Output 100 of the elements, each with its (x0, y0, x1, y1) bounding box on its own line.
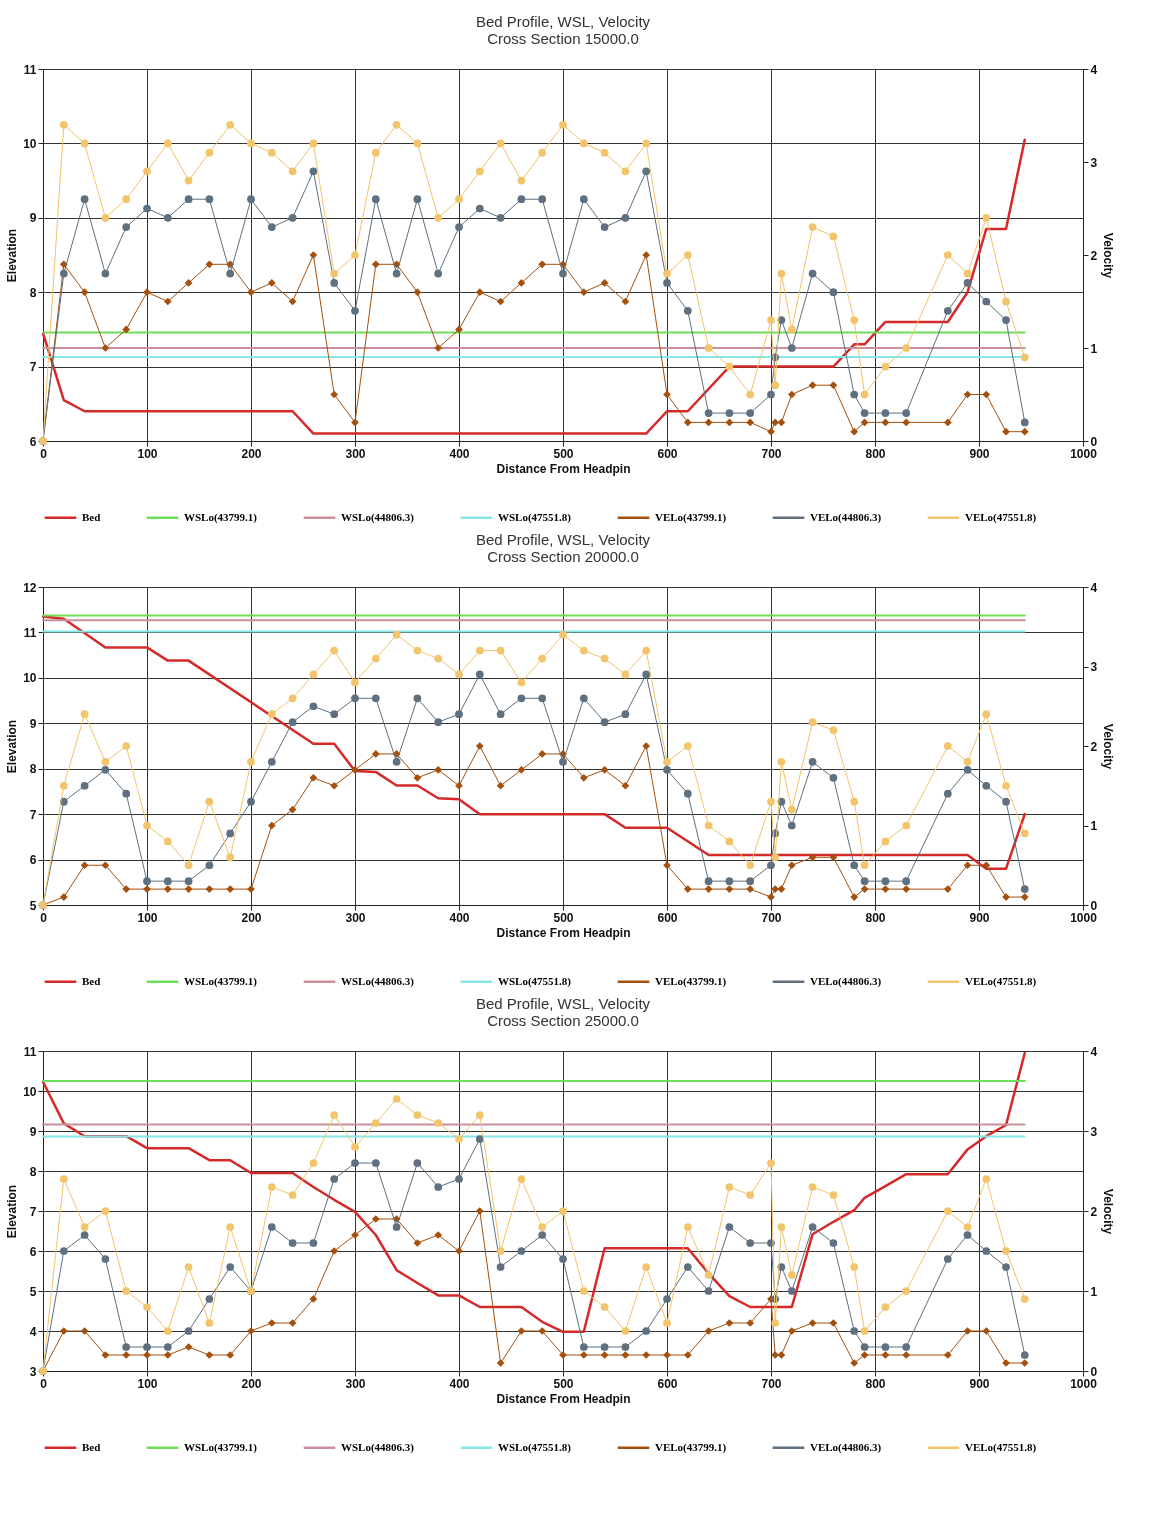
point (642, 1351, 651, 1359)
chart-subtitle: Cross Section 20000.0 (487, 548, 639, 565)
point (101, 861, 110, 870)
point (163, 837, 172, 846)
x-tick-label: 300 (345, 446, 366, 461)
point (226, 885, 235, 893)
point (663, 1295, 671, 1303)
chart-title: Bed Profile, WSL, Velocity (475, 995, 651, 1012)
legend-label: VELo(44806.3) (810, 974, 882, 988)
point (288, 718, 297, 727)
point (771, 381, 780, 390)
point (902, 344, 911, 352)
point (517, 1247, 526, 1255)
point (881, 1351, 890, 1359)
point (330, 781, 339, 790)
point (475, 204, 484, 213)
point (80, 1231, 89, 1239)
point (767, 1159, 775, 1167)
y2-tick-label: 0 (1090, 1364, 1098, 1379)
x-tick-label: 1000 (1070, 910, 1098, 925)
point (309, 1239, 318, 1247)
point (850, 390, 859, 399)
point (226, 1223, 235, 1231)
point (434, 213, 443, 222)
point (982, 1327, 991, 1335)
point (184, 1263, 193, 1271)
point (767, 390, 775, 399)
point (538, 260, 547, 269)
point (288, 1191, 297, 1199)
chart-subtitle: Cross Section 25000.0 (487, 1012, 639, 1029)
y-tick-label: 3 (29, 1364, 37, 1379)
y2-tick-label: 0 (1090, 898, 1098, 913)
point (80, 861, 89, 870)
point (59, 269, 68, 278)
point (963, 765, 972, 774)
point (808, 1319, 817, 1327)
point (101, 765, 110, 774)
point (247, 288, 255, 297)
point (725, 1319, 734, 1327)
point (746, 861, 755, 870)
point (205, 885, 214, 893)
y-tick-label: 6 (29, 434, 37, 449)
point (267, 223, 276, 231)
point (205, 260, 214, 269)
point (621, 167, 630, 176)
point (371, 1119, 380, 1127)
point (455, 325, 463, 334)
point (101, 213, 110, 222)
point (101, 1207, 110, 1215)
point (538, 148, 547, 157)
point (902, 885, 911, 893)
point (475, 670, 484, 679)
point (517, 195, 526, 204)
point (143, 1343, 151, 1351)
point (943, 789, 952, 798)
point (80, 710, 89, 719)
point (309, 251, 318, 259)
point (808, 1223, 817, 1231)
point (371, 1159, 380, 1167)
point (771, 1351, 780, 1359)
point (163, 877, 172, 886)
point (746, 390, 755, 399)
y-tick-label: 8 (29, 1164, 37, 1179)
point (517, 1175, 526, 1183)
point (267, 710, 276, 719)
point (579, 694, 588, 703)
point (517, 176, 526, 185)
y-tick-label: 10 (23, 1084, 37, 1099)
point (777, 885, 786, 893)
point (746, 885, 755, 893)
point (600, 654, 609, 663)
point (860, 885, 869, 893)
point (475, 646, 484, 655)
point (163, 1327, 172, 1335)
y-tick-label: 11 (23, 625, 37, 640)
x-axis-title: Distance From Headpin (496, 1391, 631, 1406)
y-tick-label: 7 (29, 360, 37, 375)
point (600, 718, 609, 727)
point (351, 418, 359, 427)
point (642, 670, 651, 679)
point (683, 306, 692, 315)
point (579, 646, 588, 655)
legend-label: VELo(43799.1) (655, 510, 727, 524)
point (683, 789, 692, 798)
point (1002, 1263, 1010, 1271)
point (413, 195, 422, 204)
point (205, 1295, 214, 1303)
point (860, 1327, 869, 1335)
y2-tick-label: 1 (1090, 341, 1098, 356)
point (829, 853, 838, 862)
point (725, 877, 734, 886)
point (205, 148, 214, 157)
point (982, 390, 991, 399)
point (767, 797, 775, 806)
point (267, 1319, 276, 1327)
point (943, 1351, 952, 1359)
point (351, 251, 359, 259)
point (1020, 418, 1029, 427)
point (122, 325, 131, 334)
point (621, 1343, 630, 1351)
